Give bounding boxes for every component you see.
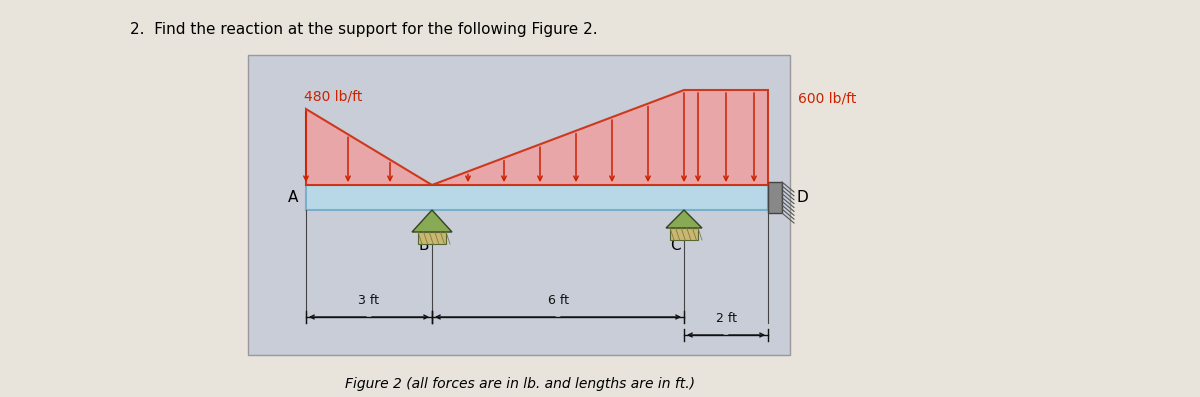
Text: 600 lb/ft: 600 lb/ft — [798, 91, 857, 105]
Text: C: C — [670, 238, 680, 253]
Polygon shape — [306, 90, 768, 185]
Text: B: B — [418, 238, 428, 253]
Text: 480 lb/ft: 480 lb/ft — [304, 89, 362, 103]
Bar — [306, 185, 768, 210]
Text: D: D — [797, 190, 809, 205]
Bar — [418, 232, 446, 244]
Text: 3 ft: 3 ft — [359, 294, 379, 307]
Text: 6 ft: 6 ft — [547, 294, 569, 307]
Polygon shape — [666, 210, 702, 228]
Bar — [248, 55, 790, 355]
Text: Figure 2 (all forces are in lb. and lengths are in ft.): Figure 2 (all forces are in lb. and leng… — [346, 377, 695, 391]
Text: 2 ft: 2 ft — [715, 312, 737, 325]
Polygon shape — [412, 210, 452, 232]
Bar — [670, 228, 698, 240]
Text: 2.  Find the reaction at the support for the following Figure 2.: 2. Find the reaction at the support for … — [130, 22, 598, 37]
Text: A: A — [288, 190, 298, 205]
Bar — [768, 182, 782, 213]
